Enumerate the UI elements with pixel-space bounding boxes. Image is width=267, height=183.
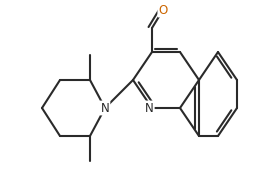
Text: N: N [145,102,154,115]
Text: O: O [158,3,168,16]
Text: N: N [101,102,109,115]
